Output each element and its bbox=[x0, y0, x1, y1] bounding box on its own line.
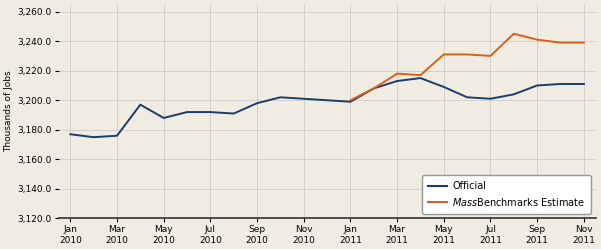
Y-axis label: Thousands of Jobs: Thousands of Jobs bbox=[4, 70, 13, 152]
Legend: Official, $\mathit{Mass}$Benchmarks Estimate: Official, $\mathit{Mass}$Benchmarks Esti… bbox=[422, 175, 591, 214]
